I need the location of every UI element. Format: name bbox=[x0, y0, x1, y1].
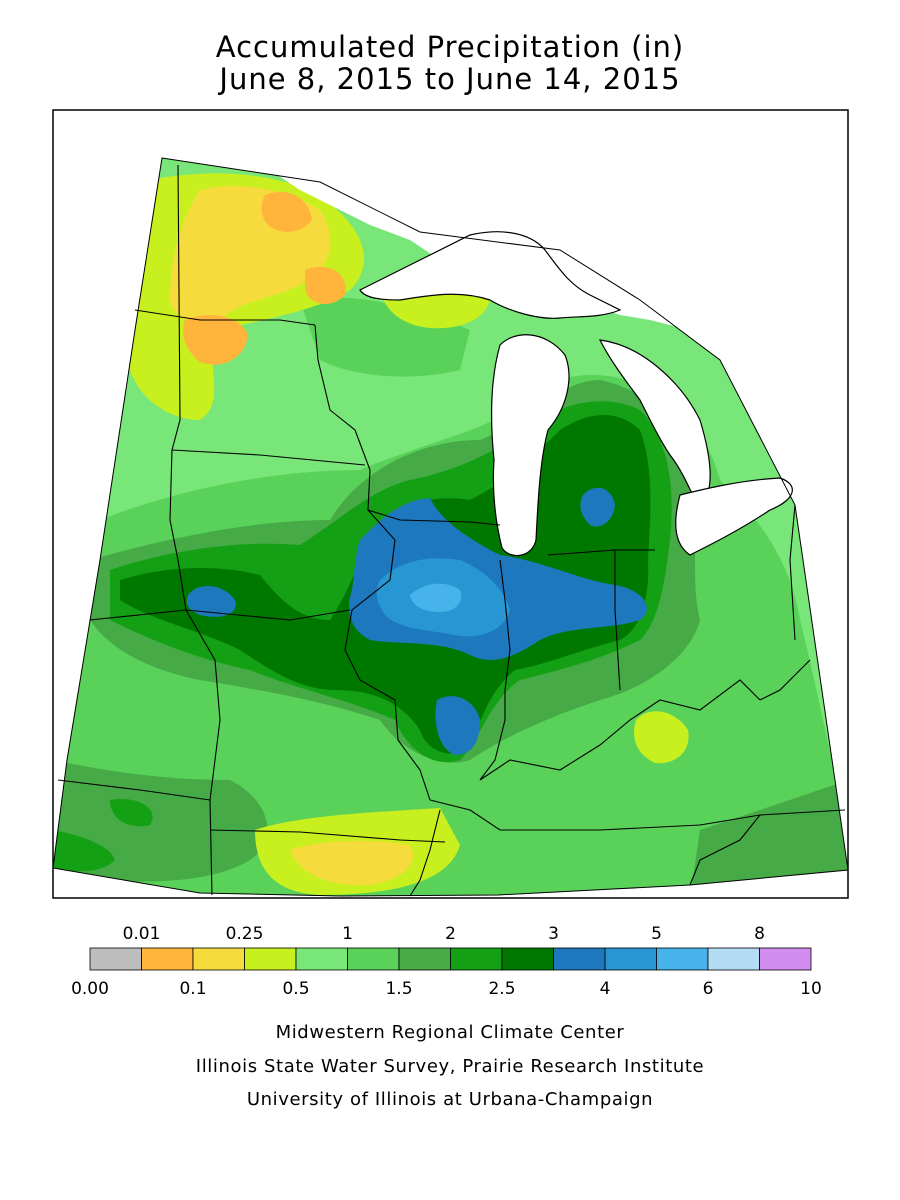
legend-upper-label: 8 bbox=[754, 924, 765, 944]
legend-upper-label: 2 bbox=[445, 924, 456, 944]
credit-line-2: Illinois State Water Survey, Prairie Res… bbox=[195, 1056, 705, 1077]
map-title: Accumulated Precipitation (in) bbox=[215, 30, 685, 64]
legend-swatch bbox=[398, 947, 451, 971]
legend-lower-label: 6 bbox=[702, 979, 714, 999]
legend-swatch bbox=[89, 947, 142, 971]
legend-swatch bbox=[141, 947, 194, 971]
legend-swatch bbox=[553, 947, 606, 971]
legend-upper-label: 0.25 bbox=[225, 924, 264, 944]
legend-swatch bbox=[244, 947, 297, 971]
legend-color-bar bbox=[89, 947, 812, 971]
legend-lower-label: 2.5 bbox=[488, 979, 516, 999]
legend-swatch bbox=[707, 947, 760, 971]
legend-swatch bbox=[759, 947, 812, 971]
legend-upper-label: 1 bbox=[342, 924, 353, 944]
credit-line-1: Midwestern Regional Climate Center bbox=[275, 1022, 625, 1043]
legend-swatch bbox=[347, 947, 400, 971]
legend-upper-label: 5 bbox=[651, 924, 662, 944]
credit-line-3: University of Illinois at Urbana-Champai… bbox=[246, 1089, 654, 1110]
legend-lower-label: 1.5 bbox=[385, 979, 413, 999]
legend-lower-label: 0.00 bbox=[71, 979, 109, 999]
state-boundaries bbox=[57, 164, 846, 897]
legend-lower-label: 4 bbox=[599, 979, 611, 999]
legend-swatch bbox=[604, 947, 657, 971]
legend-lower-label: 10 bbox=[800, 979, 822, 999]
legend-lower-label: 0.1 bbox=[179, 979, 207, 999]
map-date-range: June 8, 2015 to June 14, 2015 bbox=[219, 62, 681, 96]
legend-swatch bbox=[192, 947, 245, 971]
legend-lower-label: 0.5 bbox=[282, 979, 310, 999]
legend-swatch bbox=[295, 947, 348, 971]
map-outline bbox=[52, 157, 849, 897]
legend-upper-label: 0.01 bbox=[122, 924, 161, 944]
legend-swatch bbox=[656, 947, 709, 971]
legend-swatch bbox=[450, 947, 503, 971]
legend-upper-label: 3 bbox=[548, 924, 559, 944]
legend-swatch bbox=[501, 947, 554, 971]
great-lakes bbox=[245, 118, 793, 557]
